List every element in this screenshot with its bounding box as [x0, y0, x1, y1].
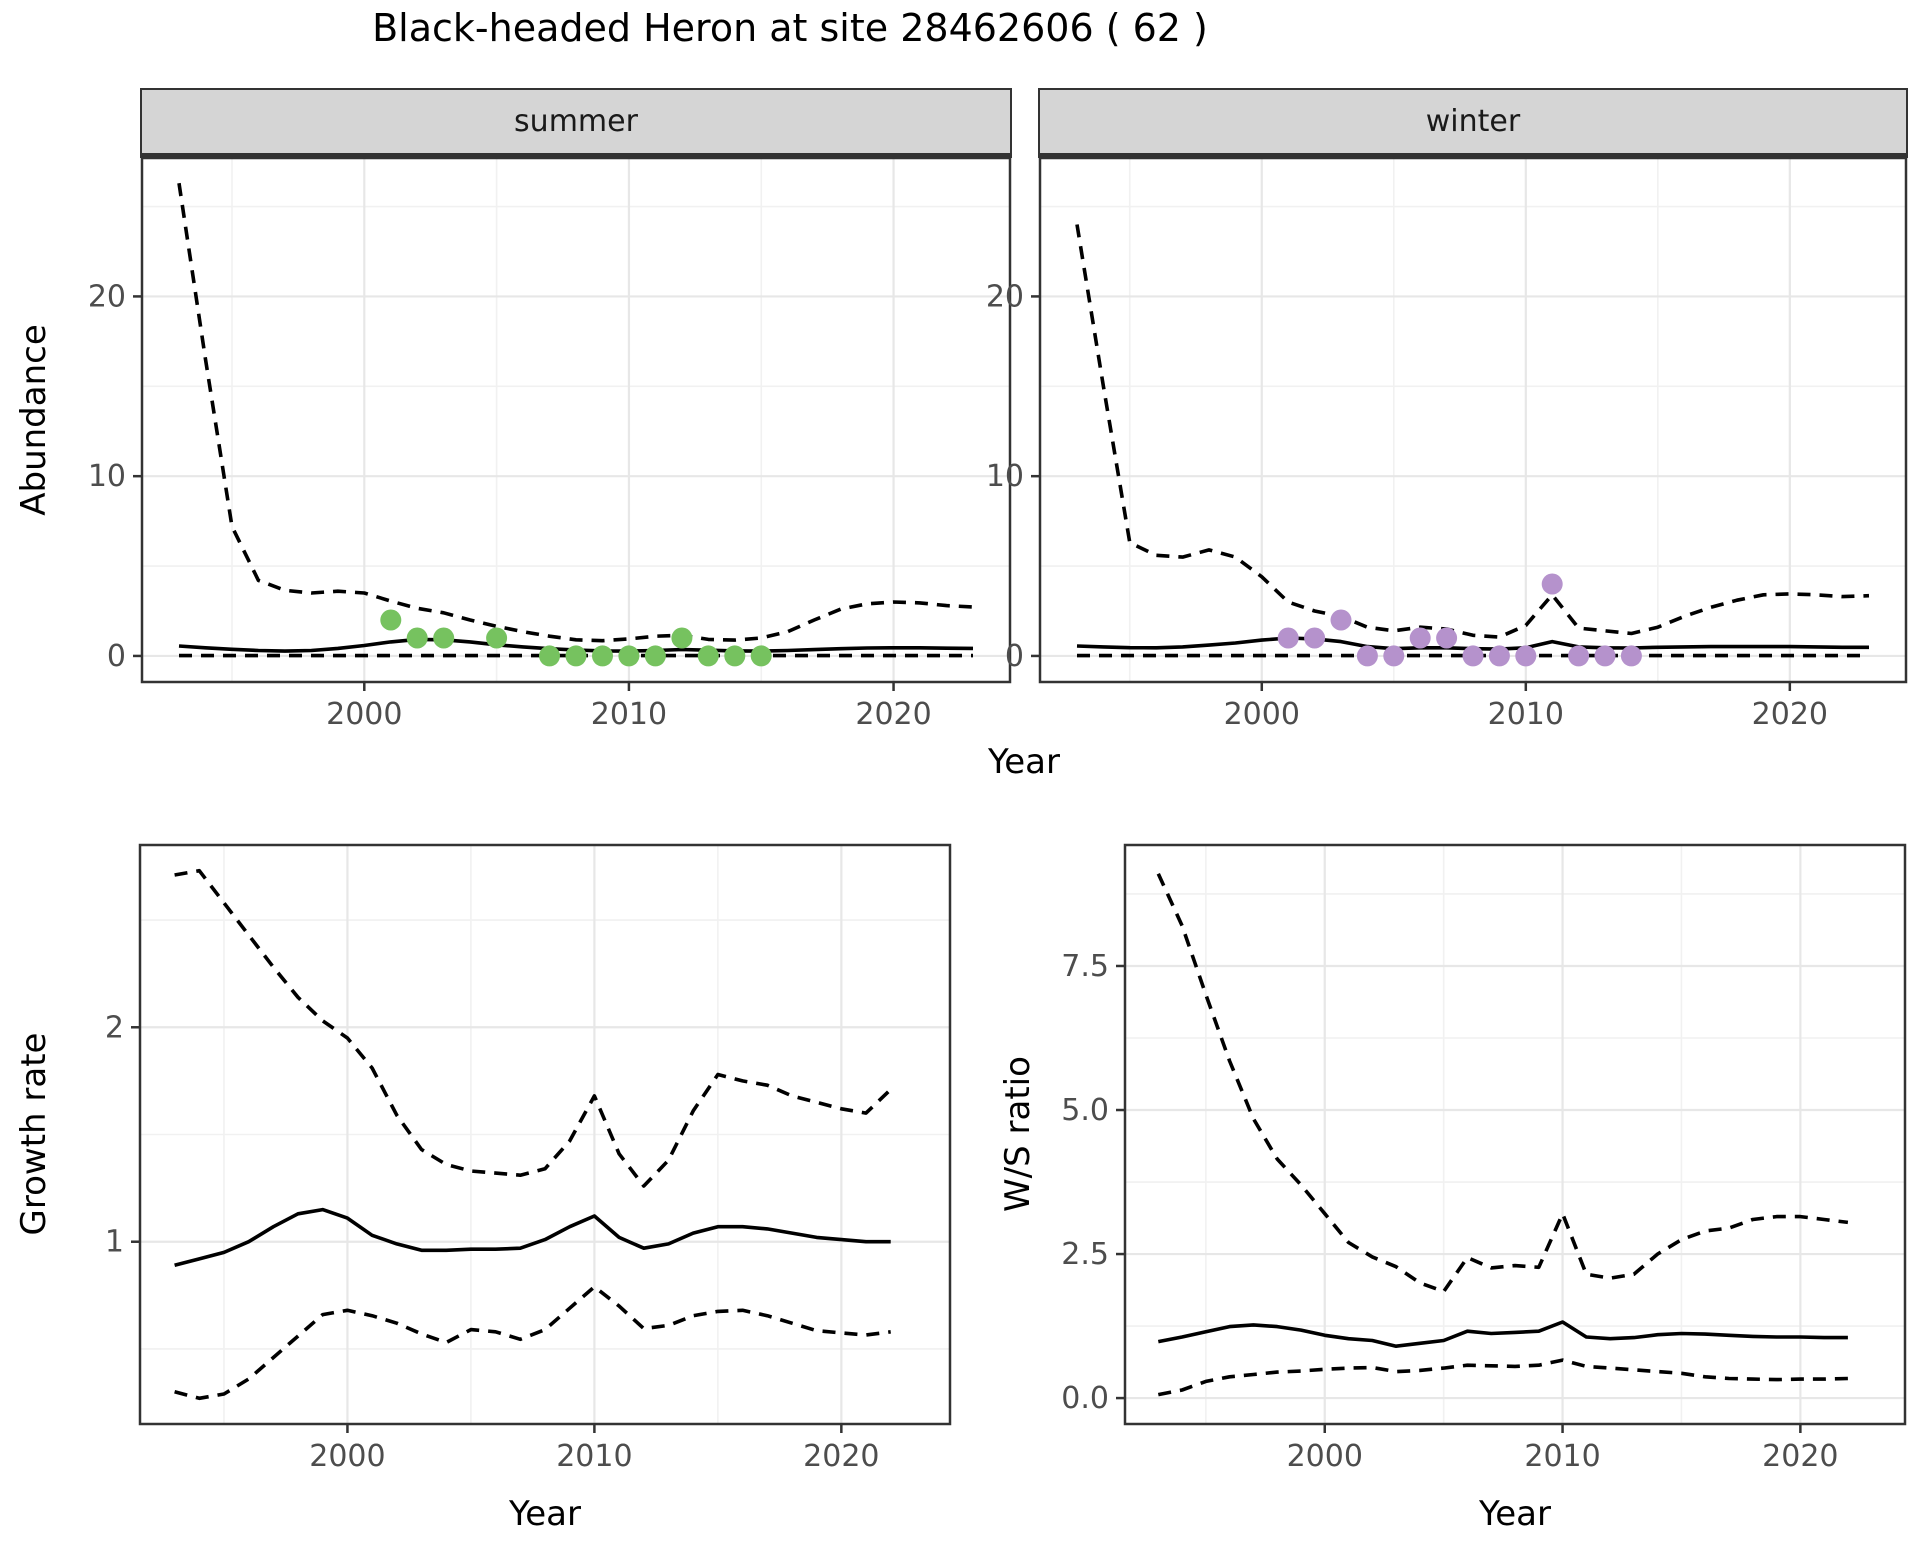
growth_rate-panel: 2000 2010 2020 1 2: [105, 843, 952, 1474]
observed_counts_winter-point: [1330, 609, 1352, 631]
observed_counts_winter-point: [1277, 627, 1299, 649]
observed_counts_winter-point: [1488, 645, 1510, 667]
y-tick-label: 20: [986, 279, 1024, 314]
y-tick-label: 10: [986, 459, 1024, 494]
facet-strip-winter-label: winter: [1425, 104, 1521, 139]
observed_counts_winter-point: [1356, 645, 1378, 667]
growth_rate-lower_95ci-line: [174, 1285, 891, 1401]
ws_ratio-median-line: [1157, 1320, 1848, 1348]
observed_counts_summer-point: [671, 627, 693, 649]
ws_ratio-upper_95ci-line: [1156, 873, 1849, 1294]
y-tick-label: 2: [105, 1010, 124, 1045]
ws_ratio-plot-area: [1125, 845, 1905, 1424]
ws_ratio-lower_95ci-line: [1157, 1358, 1848, 1397]
observed_counts_summer-point: [644, 645, 666, 667]
x-tick-label: 2010: [556, 1439, 632, 1474]
observed_counts_summer-point: [592, 645, 613, 667]
x-tick-label: 2000: [326, 697, 402, 732]
y-tick-label: 1: [105, 1225, 124, 1260]
observed_counts_summer-point: [433, 627, 455, 649]
growth_rate-upper_95ci-line: [174, 868, 892, 1188]
x-tick-label: 2010: [1488, 697, 1564, 732]
observed_counts_summer-point: [697, 645, 719, 667]
y-tick-label: 0.0: [1061, 1381, 1109, 1416]
x-tick-label: 2000: [1224, 697, 1300, 732]
observed_counts_summer-point: [406, 627, 428, 649]
x-tick-label: 2020: [803, 1439, 879, 1474]
y-tick-label: 2.5: [1061, 1237, 1109, 1272]
observed_counts_winter-point: [1620, 645, 1642, 667]
x-axis-title-growth-rate: Year: [509, 1494, 581, 1534]
y-tick-label: 0: [107, 639, 126, 674]
x-tick-label: 2020: [855, 697, 931, 732]
abundance_winter-panel: 2000 2010 2020 0 10 20: [986, 156, 1908, 732]
x-tick-label: 2010: [591, 697, 667, 732]
x-axis-title-abundance: Year: [988, 742, 1060, 782]
x-tick-label: 2020: [1762, 1439, 1838, 1474]
x-tick-label: 2000: [1287, 1439, 1363, 1474]
observed_counts_winter-point: [1409, 627, 1431, 649]
observed_counts_winter-point: [1304, 627, 1326, 649]
observed_counts_winter-point: [1436, 627, 1458, 649]
abundance_summer-plot-area: [142, 158, 1010, 682]
y-tick-label: 0: [1005, 639, 1024, 674]
observed_counts_winter-point: [1515, 645, 1537, 667]
ws_ratio-panel: 2000 2010 2020 0.0 2.5 5.0 7.5: [1061, 843, 1907, 1474]
observed_counts_winter-point: [1541, 573, 1563, 595]
abundance_winter-panel-border: [1038, 156, 1908, 684]
growth_rate-panel-border: [138, 843, 952, 1426]
observed_counts_summer-point: [486, 627, 508, 649]
growth_rate-median-line: [174, 1207, 891, 1268]
y-tick-label: 20: [88, 279, 126, 314]
observed_counts_summer-point: [618, 645, 640, 667]
abundance_winter-plot-area: [1040, 158, 1906, 682]
observed_counts_summer-point: [750, 645, 772, 667]
abundance_summer-panel-border: [140, 156, 1012, 684]
observed_counts_winter-point: [1383, 645, 1405, 667]
observed_counts_summer-point: [565, 645, 587, 667]
ws_ratio-panel-border: [1123, 843, 1907, 1426]
abundance_summer-upper_95ci-line: [177, 182, 974, 643]
y-tick-label: 7.5: [1061, 949, 1109, 984]
observed_counts_summer-point: [724, 645, 746, 667]
page-title: Black-headed Heron at site 28462606 ( 62…: [372, 6, 1208, 50]
x-axis-title-ws-ratio: Year: [1479, 1494, 1551, 1534]
x-tick-label: 2000: [309, 1439, 385, 1474]
x-tick-label: 2010: [1524, 1439, 1600, 1474]
observed_counts_summer-point: [539, 645, 560, 667]
abundance_winter-upper_95ci-line: [1075, 224, 1870, 639]
observed_counts_winter-point: [1568, 645, 1590, 667]
facet-strip-summer-label: summer: [514, 104, 638, 139]
abundance_summer-panel: 2000 2010 2020 0 10 20: [88, 156, 1012, 732]
y-tick-label: 5.0: [1061, 1093, 1109, 1128]
observed_counts_summer-point: [380, 609, 402, 631]
facet-strip-winter: winter: [1038, 88, 1908, 158]
observed_counts_winter-point: [1594, 645, 1616, 667]
x-tick-label: 2020: [1752, 697, 1828, 732]
y-tick-label: 10: [88, 459, 126, 494]
observed_counts_winter-point: [1462, 645, 1484, 667]
facet-strip-summer: summer: [140, 88, 1012, 158]
